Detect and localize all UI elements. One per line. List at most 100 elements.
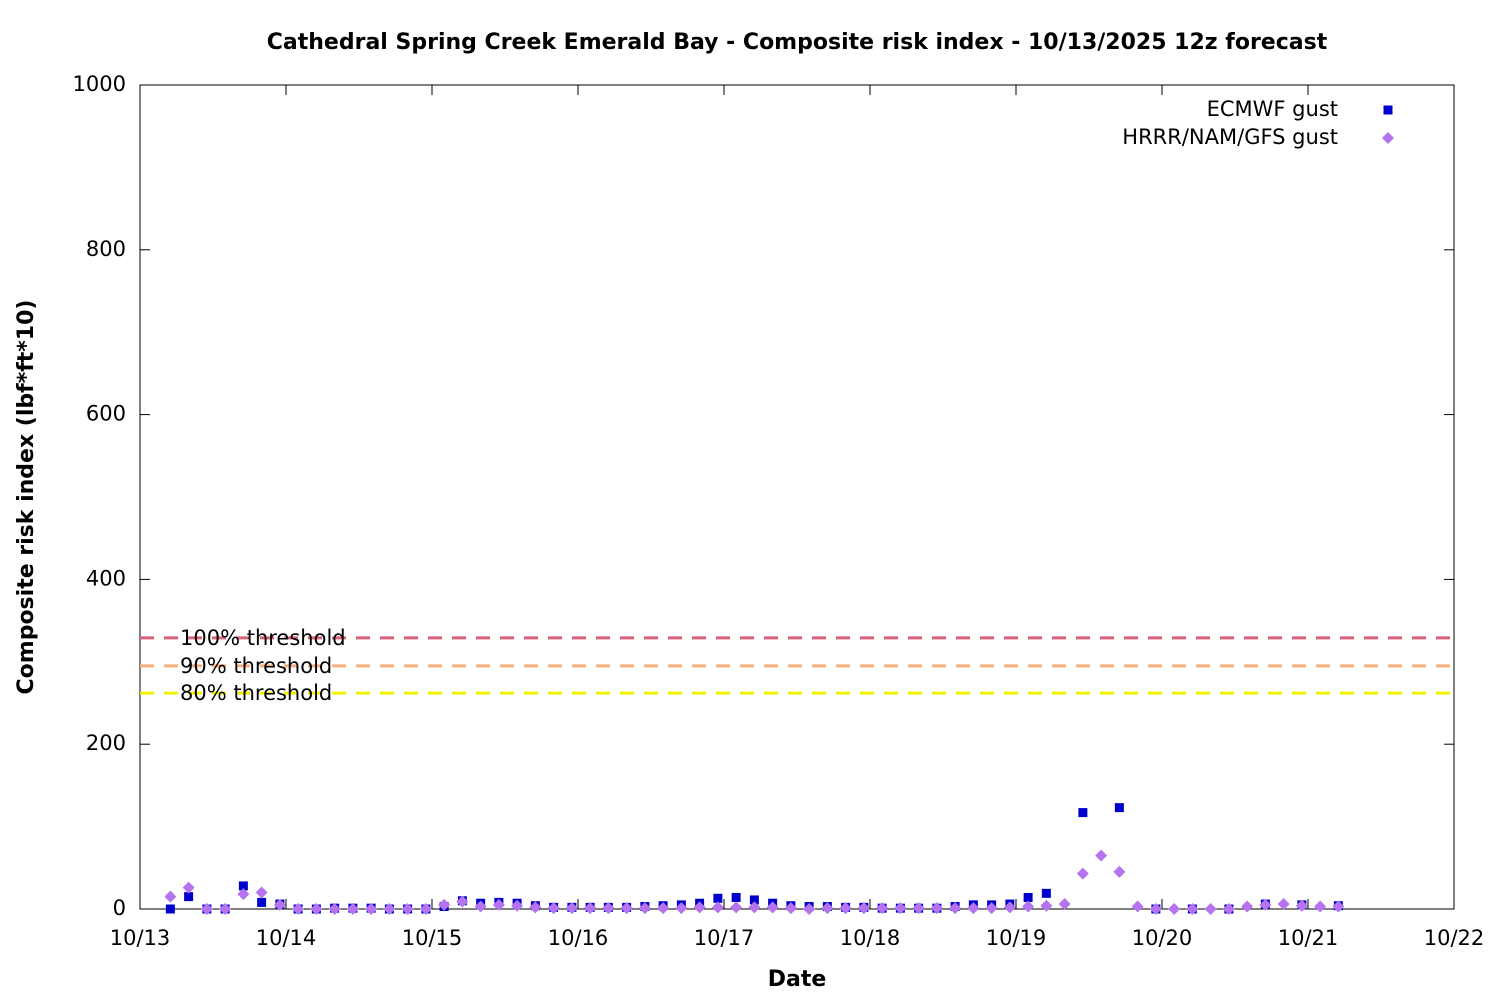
data-point bbox=[711, 901, 724, 914]
data-point bbox=[693, 901, 706, 914]
data-point bbox=[1023, 892, 1033, 902]
y-tick-label: 400 bbox=[86, 566, 126, 590]
x-tick-label: 10/17 bbox=[694, 926, 755, 950]
data-point bbox=[749, 895, 759, 905]
data-point bbox=[620, 902, 633, 915]
data-point bbox=[894, 902, 907, 915]
data-point bbox=[803, 903, 816, 915]
threshold-label: 90% threshold bbox=[180, 654, 332, 678]
legend-label: ECMWF gust bbox=[1207, 97, 1338, 121]
data-point bbox=[565, 902, 578, 915]
data-point bbox=[292, 903, 305, 915]
data-point bbox=[474, 900, 487, 913]
data-point bbox=[1041, 888, 1051, 898]
legend-label: HRRR/NAM/GFS gust bbox=[1122, 125, 1338, 149]
data-point bbox=[1241, 900, 1254, 913]
y-tick-label: 200 bbox=[86, 731, 126, 755]
data-point bbox=[766, 901, 779, 914]
chart-title: Cathedral Spring Creek Emerald Bay - Com… bbox=[267, 30, 1328, 55]
data-point bbox=[1078, 808, 1088, 818]
x-tick-label: 10/18 bbox=[840, 926, 901, 950]
data-point bbox=[1058, 898, 1071, 911]
data-point bbox=[456, 895, 469, 908]
data-point bbox=[748, 901, 761, 914]
data-point bbox=[713, 893, 723, 903]
data-point bbox=[876, 902, 889, 915]
data-point bbox=[255, 886, 268, 899]
data-point bbox=[401, 903, 414, 915]
data-point bbox=[675, 902, 688, 915]
threshold-label: 80% threshold bbox=[180, 681, 332, 705]
y-tick-label: 0 bbox=[113, 896, 126, 920]
x-tick-label: 10/22 bbox=[1424, 926, 1485, 950]
data-point bbox=[1168, 903, 1181, 915]
data-point bbox=[1204, 903, 1217, 915]
data-point bbox=[821, 902, 834, 915]
data-point bbox=[730, 901, 743, 914]
legend-marker bbox=[1382, 132, 1394, 144]
data-point bbox=[182, 881, 195, 894]
data-point bbox=[492, 898, 505, 911]
data-point bbox=[967, 902, 980, 915]
y-axis-label: Composite risk index (lbf*ft*10) bbox=[14, 300, 39, 695]
legend-marker bbox=[1383, 105, 1393, 115]
data-point bbox=[165, 904, 175, 914]
data-point bbox=[1149, 903, 1162, 915]
data-point bbox=[949, 902, 962, 915]
data-point bbox=[1332, 900, 1345, 913]
plot-frame bbox=[139, 84, 1455, 910]
x-tick-label: 10/21 bbox=[1278, 926, 1339, 950]
data-point bbox=[164, 890, 177, 903]
x-tick-label: 10/14 bbox=[256, 926, 317, 950]
data-point bbox=[584, 902, 597, 915]
data-point bbox=[547, 902, 560, 915]
data-point bbox=[1114, 803, 1124, 813]
data-point bbox=[1095, 849, 1108, 862]
data-point bbox=[1186, 903, 1199, 915]
x-tick-label: 10/20 bbox=[1132, 926, 1193, 950]
data-point bbox=[731, 892, 741, 902]
y-tick-label: 800 bbox=[86, 237, 126, 261]
data-point bbox=[529, 901, 542, 914]
threshold-label: 100% threshold bbox=[180, 626, 346, 650]
y-tick-label: 1000 bbox=[73, 72, 126, 96]
x-axis-label: Date bbox=[768, 967, 827, 992]
x-tick-label: 10/13 bbox=[110, 926, 171, 950]
data-point bbox=[1022, 900, 1035, 913]
data-point bbox=[1131, 900, 1144, 913]
data-point bbox=[1314, 900, 1327, 913]
data-point bbox=[365, 903, 378, 915]
data-point bbox=[346, 903, 359, 915]
data-point bbox=[657, 902, 670, 915]
data-point bbox=[257, 897, 267, 907]
y-tick-label: 600 bbox=[86, 402, 126, 426]
x-tick-label: 10/19 bbox=[986, 926, 1047, 950]
data-point bbox=[638, 902, 651, 915]
data-point bbox=[1222, 903, 1235, 915]
data-point bbox=[438, 898, 451, 911]
data-point bbox=[237, 888, 250, 901]
data-point bbox=[839, 902, 852, 915]
data-point bbox=[1277, 898, 1290, 911]
data-point bbox=[419, 903, 432, 915]
x-tick-label: 10/16 bbox=[548, 926, 609, 950]
data-point bbox=[219, 903, 232, 915]
data-point bbox=[930, 902, 943, 915]
data-point bbox=[238, 881, 248, 891]
data-point bbox=[1113, 865, 1126, 878]
data-point bbox=[1259, 898, 1272, 911]
data-point bbox=[912, 902, 925, 915]
data-point bbox=[328, 903, 341, 915]
data-point bbox=[511, 899, 524, 912]
data-point bbox=[602, 902, 615, 915]
data-point bbox=[1076, 867, 1089, 880]
data-point bbox=[310, 903, 323, 915]
data-point bbox=[200, 903, 213, 915]
data-point bbox=[857, 902, 870, 915]
data-point bbox=[784, 902, 797, 915]
data-point bbox=[1003, 901, 1016, 914]
data-point bbox=[184, 892, 194, 902]
data-point bbox=[1295, 899, 1308, 912]
